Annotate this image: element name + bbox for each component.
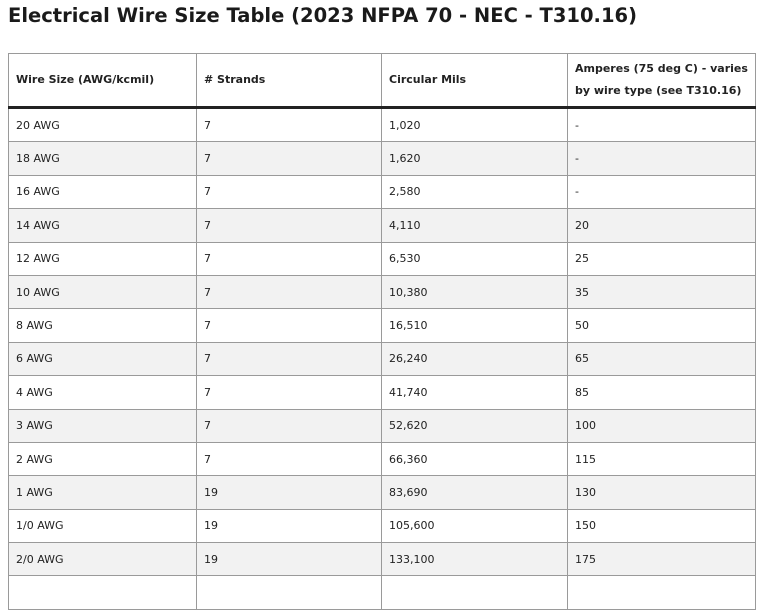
table-cell: 10,380 bbox=[381, 274, 568, 310]
table-cell: 19 bbox=[196, 508, 382, 544]
table-row: 16 AWG 7 2,580- bbox=[8, 174, 756, 210]
table-row: 4 AWG 7 41,740 85 bbox=[8, 375, 756, 410]
table-cell: 133,100 bbox=[381, 542, 568, 577]
table-cell: 6,530 bbox=[381, 241, 568, 276]
table-row: 1/0 AWG 19 105,600 150 bbox=[8, 508, 756, 544]
header-row: Wire Size (AWG/kcmil) # Strands Circular M… bbox=[8, 53, 756, 109]
table-cell: 6 AWG bbox=[8, 341, 197, 377]
table-cell: 66,360 bbox=[381, 441, 568, 477]
table-body: 20 AWG 7 1,020-18 AWG 7 1,620-16 AWG 7 2,580-1… bbox=[8, 106, 756, 610]
table-cell: 2 AWG bbox=[8, 441, 197, 477]
table-cell: - bbox=[567, 174, 756, 210]
column-header: # Strands bbox=[196, 53, 382, 109]
table-cell: 83,690 bbox=[381, 475, 568, 510]
table-cell: 115 bbox=[567, 441, 756, 477]
table-cell: 16 AWG bbox=[8, 174, 197, 210]
table-cell: 7 bbox=[196, 174, 382, 210]
table-cell: 4 AWG bbox=[8, 375, 197, 410]
table-cell: 105,600 bbox=[381, 508, 568, 544]
table-row: 1 AWG 19 83,690 130 bbox=[8, 475, 756, 510]
table-cell: 2/0 AWG bbox=[8, 542, 197, 577]
table-cell: 20 AWG bbox=[8, 106, 197, 143]
table-cell: 14 AWG bbox=[8, 208, 197, 243]
table-cell: 7 bbox=[196, 408, 382, 443]
table-cell: 19 bbox=[196, 542, 382, 577]
table-row: 2 AWG 7 66,360 115 bbox=[8, 441, 756, 477]
table-cell: 7 bbox=[196, 375, 382, 410]
table-cell: 1,020 bbox=[381, 106, 568, 143]
table-cell: 7 bbox=[196, 241, 382, 276]
table-row: 2/0 AWG 19 133,100 175 bbox=[8, 542, 756, 577]
table-cell: 19 bbox=[196, 475, 382, 510]
table-cell: 1/0 AWG bbox=[8, 508, 197, 544]
table-head: Wire Size (AWG/kcmil) # Strands Circular M… bbox=[8, 53, 756, 109]
table-cell: 50 bbox=[567, 308, 756, 343]
table-cell: 18 AWG bbox=[8, 141, 197, 176]
table-cell: 4,110 bbox=[381, 208, 568, 243]
table-cell: 7 bbox=[196, 308, 382, 343]
table-cell: 52,620 bbox=[381, 408, 568, 443]
table-cell: 16,510 bbox=[381, 308, 568, 343]
table-cell: 2,580 bbox=[381, 174, 568, 210]
table-cell: 8 AWG bbox=[8, 308, 197, 343]
table-cell: 26,240 bbox=[381, 341, 568, 377]
table-row: 8 AWG 7 16,510 50 bbox=[8, 308, 756, 343]
wire-table: Wire Size (AWG/kcmil) # Strands Circular M… bbox=[8, 53, 756, 610]
table-row: 12 AWG 7 6,530 25 bbox=[8, 241, 756, 276]
table-row: 6 AWG 7 26,240 65 bbox=[8, 341, 756, 377]
table-cell: 25 bbox=[567, 241, 756, 276]
table-cell: 1,620 bbox=[381, 141, 568, 176]
table-cell: 7 bbox=[196, 441, 382, 477]
body: Electrical Wire Size Table (2023 NFPA 70… bbox=[8, 4, 756, 610]
page-title: Electrical Wire Size Table (2023 NFPA 70… bbox=[8, 4, 638, 27]
table-row: 3 AWG 7 52,620 100 bbox=[8, 408, 756, 443]
table-cell: 41,740 bbox=[381, 375, 568, 410]
table-cell: - bbox=[567, 106, 756, 143]
table-cell: 12 AWG bbox=[8, 241, 197, 276]
table-row: 14 AWG 7 4,110 20 bbox=[8, 208, 756, 243]
table-cell: 7 bbox=[196, 141, 382, 176]
table-cell: 35 bbox=[567, 274, 756, 310]
column-header: Amperes (75 deg C) - varies by wire type… bbox=[567, 53, 756, 109]
column-header: Circular Mils bbox=[381, 53, 568, 109]
table-cell: 20 bbox=[567, 208, 756, 243]
table-cell: - bbox=[567, 141, 756, 176]
table-cell: 3 AWG bbox=[8, 408, 197, 443]
table-cell: 7 bbox=[196, 341, 382, 377]
table-cell: 7 bbox=[196, 274, 382, 310]
table-cell: 85 bbox=[567, 375, 756, 410]
table-cell: 1 AWG bbox=[8, 475, 197, 510]
column-header: Wire Size (AWG/kcmil) bbox=[8, 53, 197, 109]
table-cell: 130 bbox=[567, 475, 756, 510]
table-row: 10 AWG 7 10,380 35 bbox=[8, 274, 756, 310]
table-cell: 175 bbox=[567, 542, 756, 577]
page: {"header": {"title": "Electrical Wire Si… bbox=[8, 4, 756, 610]
table-row: 20 AWG 7 1,020- bbox=[8, 106, 756, 143]
table-cell: 7 bbox=[196, 208, 382, 243]
table-row: 18 AWG 7 1,620- bbox=[8, 141, 756, 176]
table-cell: 65 bbox=[567, 341, 756, 377]
table-cell: 150 bbox=[567, 508, 756, 544]
table-cell: 10 AWG bbox=[8, 274, 197, 310]
table-cell: 7 bbox=[196, 106, 382, 143]
table-cell: 100 bbox=[567, 408, 756, 443]
